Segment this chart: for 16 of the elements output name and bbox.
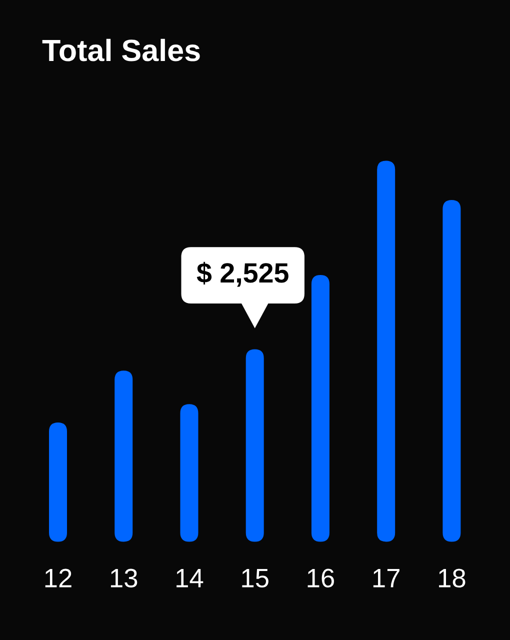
bar: [49, 422, 68, 542]
bar: [311, 275, 330, 542]
x-tick-label: 18: [439, 568, 466, 588]
bar: [114, 370, 133, 542]
x-tick-label: 13: [110, 568, 138, 588]
bar: [180, 404, 198, 542]
x-tick-label: 12: [45, 568, 72, 588]
bar: [377, 160, 396, 542]
bar: [246, 349, 264, 542]
x-tick-label: 15: [242, 569, 268, 588]
bar: [442, 200, 461, 542]
x-tick-label: 17: [373, 569, 400, 588]
x-tick-label: 14: [176, 569, 204, 588]
chart-title: Total Sales: [42, 38, 200, 62]
data-label: $ 2,525: [196, 262, 288, 287]
x-tick-label: 16: [308, 568, 334, 588]
